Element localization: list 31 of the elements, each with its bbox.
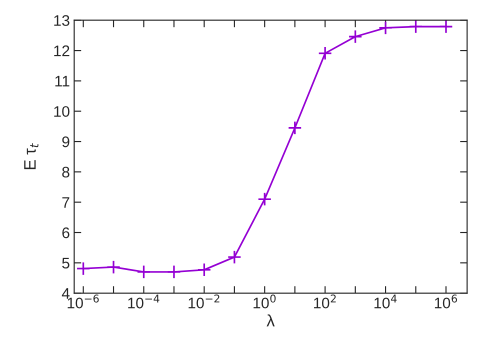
- point: [438, 20, 454, 34]
- point: [258, 192, 272, 206]
- point: [197, 262, 212, 277]
- point: [408, 20, 423, 34]
- y-tick-label: 8: [62, 166, 70, 178]
- point: [288, 120, 302, 135]
- point: [378, 20, 393, 35]
- point: [166, 264, 182, 280]
- x-tick-label: 10$^{−2}$: [188, 294, 220, 308]
- y-tick-label: 5: [62, 258, 70, 269]
- point: [106, 260, 121, 274]
- point: [318, 46, 332, 60]
- point: [227, 250, 242, 264]
- x-tick-label: 10$^{6}$: [434, 294, 458, 308]
- x-tick-label: 10$^{−4}$: [128, 294, 160, 308]
- y-tick-label: 9: [62, 136, 70, 148]
- y-tick-label: 6: [62, 227, 70, 238]
- x-tick-label: 10$^{2}$: [314, 294, 336, 308]
- y-axis-title: E τ$_{t}$: [24, 143, 38, 170]
- y-tick-label: 12: [54, 45, 70, 56]
- point: [348, 30, 362, 44]
- point: [76, 262, 90, 276]
- y-tick-label: 7: [62, 197, 70, 208]
- x-tick-label: 10$^{4}$: [374, 294, 397, 308]
- point: [136, 264, 151, 280]
- y-tick-label: 4: [62, 288, 70, 299]
- y-tick-label: 10: [54, 106, 70, 117]
- x-tick-label: 10$^{0}$: [254, 294, 276, 308]
- y-tick-label: 13: [54, 15, 70, 26]
- y-tick-label: 11: [55, 76, 70, 86]
- x-axis-title: λ: [266, 314, 275, 326]
